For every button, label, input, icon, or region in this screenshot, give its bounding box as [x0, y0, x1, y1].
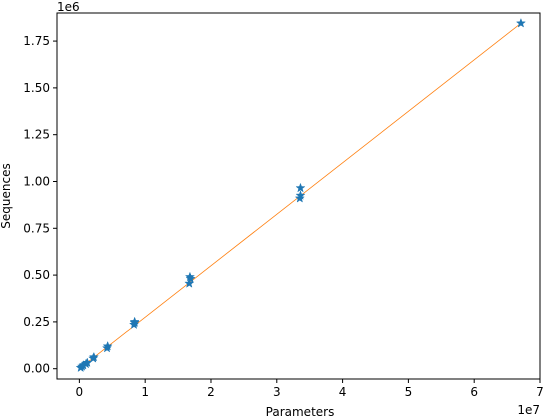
x-tick-label: 6 — [470, 385, 478, 399]
y-tick-label: 0.00 — [23, 362, 50, 376]
x-tick-label: 3 — [273, 385, 281, 399]
y-tick-label: 0.50 — [23, 268, 50, 282]
x-axis-label: Parameters — [266, 405, 335, 418]
data-point-star — [129, 316, 140, 327]
data-point-star — [102, 340, 113, 351]
x-tick-label: 1 — [141, 385, 149, 399]
y-tick-label: 1.50 — [23, 81, 50, 95]
x-tick-label: 4 — [339, 385, 347, 399]
y-tick-label: 0.75 — [23, 221, 50, 235]
x-tick-label: 5 — [405, 385, 413, 399]
data-point-star — [295, 182, 306, 193]
x-offset-label: 1e7 — [517, 403, 540, 417]
data-point-star — [88, 351, 99, 362]
y-tick-label: 1.25 — [23, 128, 50, 142]
x-tick-label: 0 — [76, 385, 84, 399]
x-axis: 0 1 2 3 4 5 6 7 — [76, 379, 544, 399]
plot-area-frame — [56, 12, 541, 380]
x-tick-label: 7 — [536, 385, 544, 399]
series-layer — [75, 17, 526, 373]
y-axis: 0.00 0.25 0.50 0.75 1.00 1.25 1.50 1.75 — [23, 34, 57, 376]
y-tick-label: 0.25 — [23, 315, 50, 329]
y-tick-label: 1.00 — [23, 174, 50, 188]
y-offset-label: 1e6 — [57, 0, 80, 14]
x-tick-label: 2 — [207, 385, 215, 399]
data-point-star — [295, 190, 306, 200]
y-axis-label: Sequences — [0, 163, 13, 228]
data-point-star — [185, 273, 196, 284]
y-tick-label: 1.75 — [23, 34, 50, 48]
data-point-star — [515, 17, 526, 28]
